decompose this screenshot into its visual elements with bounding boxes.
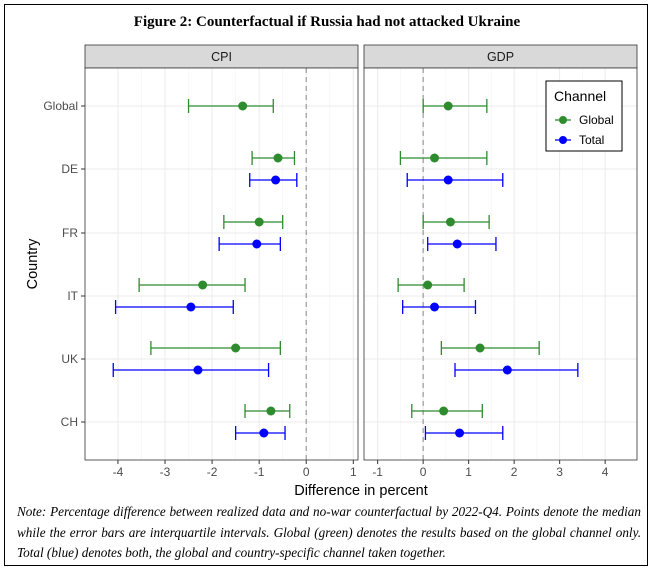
figure-frame: Figure 2: Counterfactual if Russia had n… (4, 4, 648, 566)
median-point-cpi-total-ch (259, 428, 269, 438)
y-tick-label-de: DE (61, 162, 78, 176)
figure-note: Note: Percentage difference between real… (17, 504, 641, 560)
legend-marker-total (559, 136, 567, 144)
median-point-cpi-total-de (271, 175, 281, 185)
y-tick-label-uk: UK (61, 352, 78, 366)
x-tick-label: -4 (113, 465, 124, 479)
figure-title: Figure 2: Counterfactual if Russia had n… (133, 14, 521, 30)
x-tick-label: 1 (465, 465, 472, 479)
legend-label-global: Global (579, 113, 614, 127)
median-point-gdp-total-fr (452, 239, 462, 249)
panel-border (84, 67, 359, 461)
median-point-gdp-global-it (423, 280, 433, 290)
x-tick-label: -1 (254, 465, 265, 479)
median-point-gdp-global-fr (445, 217, 455, 227)
y-tick-label-fr: FR (62, 226, 78, 240)
legend-marker-global (559, 116, 567, 124)
x-tick-label: -1 (372, 465, 383, 479)
median-point-gdp-total-de (443, 175, 453, 185)
panel-background (85, 68, 358, 460)
x-tick-label: -2 (207, 465, 218, 479)
dot-interval-chart: CPI -4 -3 -2 -1 0 1 GDP -1 0 1 2 3 4 Global DE FR IT UK CH D… (25, 44, 638, 499)
panel-border (363, 67, 638, 461)
median-point-gdp-global-global (443, 101, 453, 111)
x-tick-label: 4 (602, 465, 609, 479)
median-point-cpi-global-uk (231, 343, 241, 353)
median-point-cpi-total-it (186, 302, 196, 312)
median-point-gdp-global-ch (439, 406, 449, 416)
median-point-cpi-global-it (198, 280, 208, 290)
median-point-cpi-global-ch (266, 406, 276, 416)
legend-label-total: Total (579, 133, 604, 147)
facet-label-gdp: GDP (487, 50, 514, 64)
median-point-gdp-total-it (430, 302, 440, 312)
median-point-cpi-global-global (238, 101, 248, 111)
x-tick-label: 3 (556, 465, 563, 479)
y-tick-label-global: Global (43, 99, 78, 113)
x-tick-label: 1 (350, 465, 357, 479)
median-point-gdp-total-ch (455, 428, 465, 438)
median-point-cpi-total-uk (193, 365, 203, 375)
x-tick-label: -3 (160, 465, 171, 479)
x-tick-label: 0 (303, 465, 310, 479)
median-point-gdp-global-de (430, 153, 440, 163)
x-tick-label: 2 (511, 465, 518, 479)
y-tick-label-ch: CH (61, 415, 78, 429)
y-tick-label-it: IT (67, 289, 78, 303)
x-tick-label: 0 (420, 465, 427, 479)
legend-box (545, 80, 623, 152)
median-point-gdp-total-uk (502, 365, 512, 375)
median-point-gdp-global-uk (475, 343, 485, 353)
x-axis-title: Difference in percent (294, 483, 428, 499)
facet-label-cpi: CPI (211, 50, 232, 64)
legend-title: Channel (554, 88, 606, 104)
median-point-cpi-global-fr (254, 217, 264, 227)
y-axis-title: Country (25, 238, 41, 290)
median-point-cpi-global-de (273, 153, 283, 163)
median-point-cpi-total-fr (252, 239, 262, 249)
